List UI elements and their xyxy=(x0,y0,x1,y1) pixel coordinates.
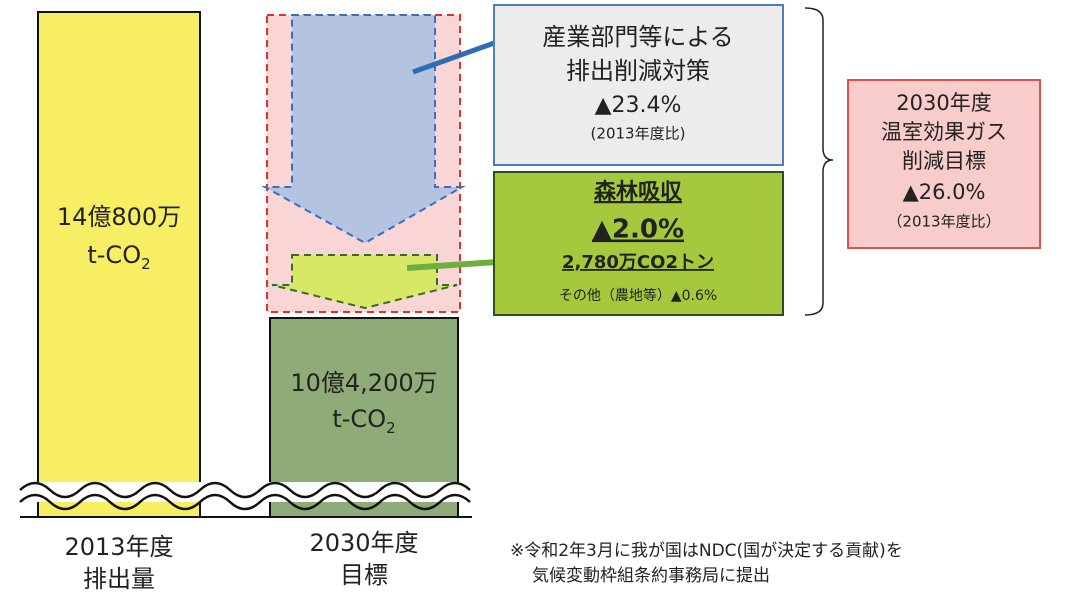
bar-unit: t-CO2 xyxy=(332,405,395,437)
forest-percent: ▲2.0% xyxy=(592,215,684,245)
footnote: 気候変動枠組条約事務局に提出 xyxy=(532,566,770,586)
industry-note: (2013年度比) xyxy=(591,125,686,143)
industry-box xyxy=(493,4,784,166)
industry-line: 排出削減対策 xyxy=(566,57,710,85)
forest-amount: 2,780万CO2トン xyxy=(562,252,714,273)
target-line: 2030年度 xyxy=(896,91,991,115)
connector xyxy=(412,39,498,75)
forest-other: その他（農地等）▲0.6% xyxy=(559,287,717,304)
target-line: 削減目標 xyxy=(902,149,986,173)
wave-line xyxy=(19,493,471,511)
target-note: （2013年度比） xyxy=(887,213,1000,231)
bar-amount: 14億800万 xyxy=(57,203,181,231)
industry-line: 産業部門等による xyxy=(542,23,733,51)
x-label: 目標 xyxy=(340,561,388,589)
target-line: 温室効果ガス xyxy=(881,120,1007,144)
bar-2013 xyxy=(37,11,201,518)
forest-title: 森林吸収 xyxy=(594,179,683,205)
bar-unit: t-CO2 xyxy=(87,241,150,273)
footnote: ※令和2年3月に我が国はNDC(国が決定する貢献)を xyxy=(510,541,903,561)
bracket xyxy=(804,7,834,316)
industry-arrow xyxy=(261,14,466,245)
connector xyxy=(406,259,498,271)
industry-percent: ▲23.4% xyxy=(595,93,682,118)
wave-line xyxy=(19,481,471,499)
target-box xyxy=(847,79,1041,249)
x-label: 2030年度 xyxy=(309,529,418,557)
target-percent: ▲26.0% xyxy=(903,180,986,204)
x-label: 2013年度 xyxy=(64,533,173,561)
x-label: 排出量 xyxy=(83,565,155,593)
forest-box xyxy=(493,171,784,316)
bar-amount: 10億4,200万 xyxy=(290,369,437,397)
